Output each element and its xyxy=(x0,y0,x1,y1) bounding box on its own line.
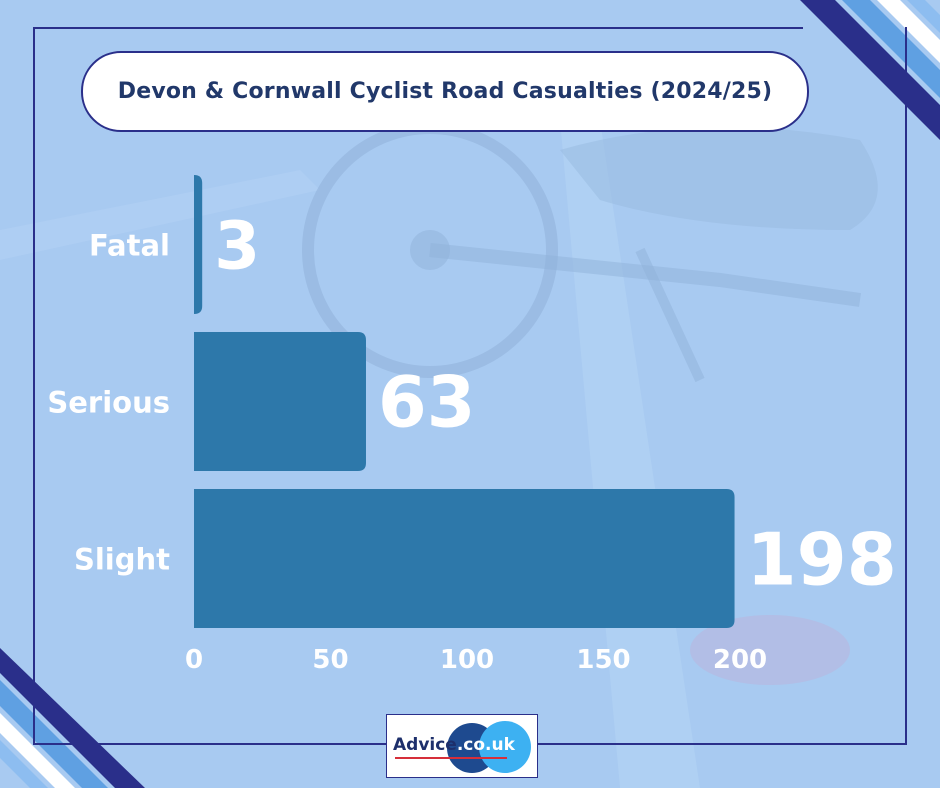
x-tick-label: 150 xyxy=(576,645,630,675)
x-tick-label: 200 xyxy=(713,645,767,675)
category-label-fatal: Fatal xyxy=(89,229,170,263)
category-label-slight: Slight xyxy=(74,543,170,577)
logo-text: Advice.co.uk xyxy=(393,735,515,755)
title-banner: Devon & Cornwall Cyclist Road Casualties… xyxy=(81,51,809,132)
x-tick-label: 50 xyxy=(312,645,348,675)
logo-name: Advice xyxy=(393,735,457,755)
logo-tld: .co.uk xyxy=(456,735,515,755)
chart-title: Devon & Cornwall Cyclist Road Casualties… xyxy=(117,79,773,104)
corner-stripes-bottom-left xyxy=(0,648,145,788)
logo-underline xyxy=(395,757,507,759)
x-tick-label: 100 xyxy=(440,645,494,675)
bar-slight xyxy=(194,489,735,628)
value-label-serious: 63 xyxy=(378,362,475,444)
content-frame-top-border xyxy=(33,27,803,29)
bar-fatal xyxy=(194,175,203,314)
advice-logo: Advice.co.uk xyxy=(386,714,538,778)
logo-circle-light xyxy=(479,721,531,773)
x-tick-label: 0 xyxy=(185,645,203,675)
value-label-slight: 198 xyxy=(747,517,897,601)
value-label-fatal: 3 xyxy=(214,207,260,284)
category-label-serious: Serious xyxy=(47,386,170,420)
bar-serious xyxy=(194,332,366,471)
